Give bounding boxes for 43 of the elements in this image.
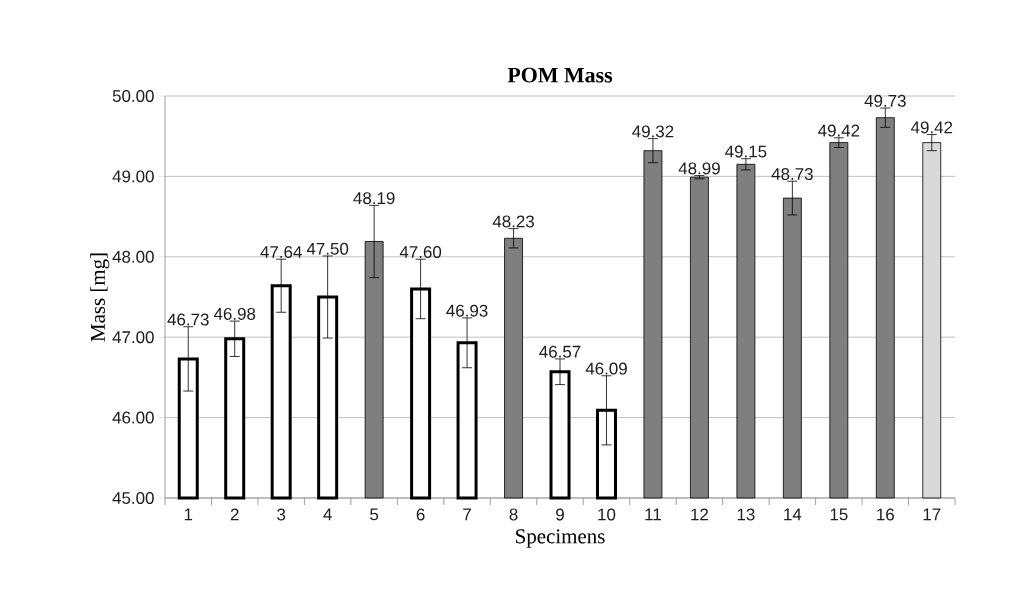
data-label: 46.57 [539, 345, 581, 358]
y-tick-label: 45.00 [112, 491, 154, 504]
data-label: 49.73 [864, 94, 906, 107]
x-tick-label: 6 [416, 508, 425, 521]
data-label: 49.42 [818, 124, 860, 137]
x-tick-label: 10 [598, 508, 616, 521]
data-label: 46.98 [213, 307, 256, 320]
x-axis-title: Specimens [516, 529, 605, 548]
x-tick-label: 8 [509, 508, 518, 521]
x-tick-label: 2 [230, 508, 239, 521]
y-tick-label: 50.00 [112, 89, 154, 102]
x-tick-label: 13 [737, 508, 755, 521]
x-tick-label: 3 [277, 508, 286, 521]
y-tick-label: 47.00 [112, 331, 154, 344]
data-label: 47.64 [260, 246, 302, 259]
x-tick-label: 17 [923, 508, 941, 521]
x-tick-label: 14 [784, 508, 802, 521]
data-label: 46.93 [446, 304, 488, 317]
x-tick-label: 1 [184, 508, 193, 521]
chart-title: POM Mass [507, 67, 613, 83]
data-label: 49.42 [910, 121, 953, 134]
data-label: 48.19 [353, 192, 395, 205]
x-tick-label: 15 [830, 508, 848, 521]
x-tick-label: 7 [463, 508, 471, 521]
data-label: 49.15 [725, 145, 767, 158]
x-tick-label: 11 [645, 508, 661, 521]
data-label: 49.32 [632, 125, 674, 138]
y-tick-label: 46.00 [112, 411, 154, 424]
y-tick-label: 49.00 [112, 170, 154, 183]
data-label: 48.23 [492, 215, 534, 228]
data-label: 47.50 [306, 242, 349, 255]
y-tick-label: 48.00 [112, 250, 154, 263]
x-tick-label: 5 [370, 508, 379, 521]
y-axis-title: Mass [mg] [90, 253, 110, 342]
x-tick-label: 16 [877, 508, 894, 521]
x-tick-label: 9 [556, 508, 564, 521]
x-tick-label: 12 [691, 508, 708, 521]
data-label: 46.73 [167, 313, 209, 326]
data-label: 46.09 [585, 362, 627, 375]
data-label: 47.60 [399, 246, 442, 259]
data-label: 48.73 [771, 168, 813, 181]
data-label: 48.99 [678, 162, 720, 175]
x-tick-label: 4 [323, 508, 332, 521]
